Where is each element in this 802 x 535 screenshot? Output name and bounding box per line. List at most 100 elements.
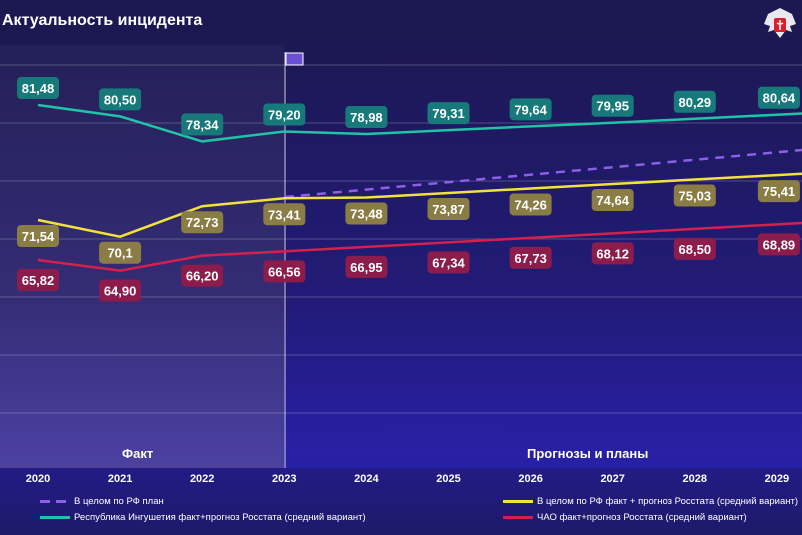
data-label-box — [181, 113, 224, 136]
legend-swatch — [40, 516, 70, 519]
data-label-text: 73,41 — [268, 207, 301, 222]
data-label-box — [427, 197, 470, 220]
data-label-box — [181, 211, 224, 234]
series-line-2 — [37, 221, 802, 272]
data-label-box — [591, 242, 634, 265]
data-label-text: 79,64 — [514, 102, 547, 117]
data-label-box — [427, 102, 470, 125]
legend-swatch — [503, 516, 533, 519]
x-tick-label: 2022 — [189, 473, 215, 485]
data-label-text: 79,20 — [268, 107, 301, 122]
data-label: 81,48 — [17, 77, 59, 99]
data-label-text: 79,31 — [432, 106, 465, 121]
data-label: 67,34 — [427, 251, 470, 274]
fact-section-label: Факт — [122, 446, 154, 461]
data-label-text: 78,98 — [350, 110, 383, 125]
data-label-text: 78,34 — [186, 117, 219, 132]
divider-marker — [285, 52, 304, 66]
x-tick-label: 2025 — [436, 473, 461, 485]
data-label-box — [591, 94, 634, 117]
data-label-text: 81,48 — [22, 81, 55, 96]
data-label-box — [757, 233, 800, 256]
forecast-section-label: Прогнозы и планы — [527, 446, 649, 461]
data-label-box — [509, 193, 552, 216]
data-label-text: 68,50 — [679, 242, 712, 257]
data-label: 75,41 — [757, 180, 800, 203]
legend-label: ЧАО факт+прогноз Росстата (средний вариа… — [537, 512, 747, 523]
data-label-box — [99, 279, 142, 302]
data-label: 73,48 — [345, 202, 388, 225]
data-label: 68,12 — [591, 242, 634, 265]
data-label-text: 74,64 — [596, 193, 629, 208]
data-label-box — [591, 189, 634, 212]
data-label-text: 73,48 — [350, 206, 383, 221]
fact-region — [0, 45, 284, 468]
data-label-text: 68,89 — [763, 237, 796, 252]
data-label-text: 67,73 — [514, 251, 547, 266]
data-label-text: 66,20 — [186, 269, 219, 284]
data-label-box — [17, 225, 59, 247]
data-label-text: 68,12 — [596, 246, 629, 261]
data-label-text: 65,82 — [22, 273, 55, 288]
data-label-box — [263, 260, 306, 283]
data-label-text: 66,95 — [350, 260, 383, 275]
data-label-box — [263, 103, 306, 126]
data-label: 66,20 — [181, 264, 224, 287]
data-label: 78,98 — [345, 106, 388, 128]
data-label-box — [99, 241, 142, 264]
data-label: 66,95 — [345, 255, 388, 278]
data-label-box — [17, 77, 59, 99]
data-label: 74,64 — [591, 189, 634, 212]
data-label-text: 67,34 — [432, 255, 465, 270]
legend-item-chao: ЧАО факт+прогноз Росстата (средний вариа… — [503, 512, 747, 523]
legend-item-rf: В целом по РФ факт + прогноз Росстата (с… — [503, 496, 798, 507]
data-label-box — [17, 269, 59, 291]
ministry-emblem-icon — [764, 8, 796, 38]
data-label: 68,89 — [757, 233, 800, 256]
legend-label: В целом по РФ факт + прогноз Росстата (с… — [537, 496, 799, 507]
data-label: 74,26 — [509, 193, 552, 216]
series-line-0 — [37, 103, 802, 143]
data-label-text: 75,03 — [679, 189, 712, 204]
data-label: 71,54 — [17, 225, 59, 247]
data-label: 79,31 — [427, 102, 470, 125]
data-label: 72,73 — [181, 211, 224, 234]
x-tick-label: 2026 — [518, 473, 543, 485]
data-label-text: 72,73 — [186, 215, 219, 230]
data-label: 79,64 — [509, 98, 552, 121]
x-tick-label: 2020 — [25, 473, 51, 485]
data-label-text: 80,50 — [104, 92, 137, 107]
data-label-box — [263, 203, 306, 226]
data-label-text: 66,56 — [268, 264, 301, 279]
data-label-box — [345, 255, 388, 278]
x-tick-label: 2027 — [600, 473, 625, 485]
data-label-text: 71,54 — [22, 229, 55, 244]
data-label-box — [673, 237, 716, 260]
data-label: 80,50 — [99, 88, 142, 111]
legend-label: В целом по РФ план — [74, 496, 164, 507]
data-label: 73,41 — [263, 203, 306, 226]
data-label: 64,90 — [99, 279, 142, 302]
data-label-box — [181, 264, 224, 287]
data-label-box — [509, 98, 552, 121]
data-label: 66,56 — [263, 260, 306, 283]
data-label-box — [345, 106, 388, 128]
data-label-text: 80,29 — [679, 95, 712, 110]
x-tick-label: 2023 — [272, 473, 297, 485]
x-tick-label: 2024 — [354, 473, 379, 485]
data-label-text: 70,1 — [107, 246, 132, 261]
data-label-box — [757, 86, 800, 109]
data-label: 65,82 — [17, 269, 59, 291]
data-label-box — [757, 180, 800, 203]
data-label: 73,87 — [427, 197, 470, 220]
data-label: 78,34 — [181, 113, 224, 136]
data-label-box — [345, 202, 388, 225]
data-label-box — [427, 251, 470, 274]
data-label: 79,20 — [263, 103, 306, 126]
legend-label: Республика Ингушетия факт+прогноз Росста… — [74, 512, 366, 523]
data-label-box — [673, 90, 716, 113]
series-line-1 — [37, 172, 802, 239]
data-label-box — [99, 88, 142, 111]
data-label-text: 79,95 — [596, 99, 629, 114]
